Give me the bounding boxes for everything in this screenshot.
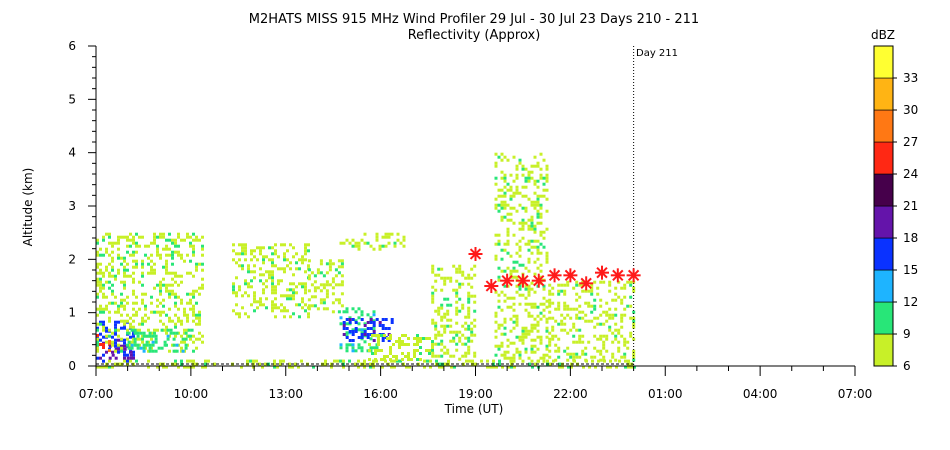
colorbar-tick-label-24: 24 xyxy=(903,167,918,181)
marker-point-7 xyxy=(579,276,594,291)
x-tick-label-1: 10:00 xyxy=(174,387,209,401)
echo-region-13 xyxy=(494,152,549,363)
colorbar-tick-label-18: 18 xyxy=(903,231,918,245)
colorbar-segment-2 xyxy=(873,269,894,303)
colorbar-tick-label-33: 33 xyxy=(903,71,918,85)
colorbar-segment-6 xyxy=(873,141,894,175)
colorbar-tick-label-30: 30 xyxy=(903,103,918,117)
y-tick-label-2: 2 xyxy=(68,252,76,266)
colorbar-segment-0 xyxy=(873,333,894,367)
plot-axes: 0 1 2 3 4 5 6 07:00 10:00 13:00 16:00 19:00 22:00 01:… xyxy=(68,39,872,401)
y-tick-label-0: 0 xyxy=(68,359,76,373)
x-tick-label-5: 22:00 xyxy=(553,387,588,401)
colorbar-tick-label-6: 6 xyxy=(903,359,911,373)
colorbar-segment-4 xyxy=(873,205,894,239)
colorbar: 6 9 12 15 18 21 24 27 30 33 xyxy=(873,45,918,373)
colorbar-segment-5 xyxy=(873,173,894,207)
colorbar-segment-1 xyxy=(873,301,894,335)
marker-point-1 xyxy=(484,279,499,293)
marker-point-3 xyxy=(515,273,530,288)
marker-point-4 xyxy=(531,273,546,288)
colorbar-segment-3 xyxy=(873,237,894,271)
colorbar-tick-label-15: 15 xyxy=(903,263,918,277)
x-axis-label: Time (UT) xyxy=(444,402,504,416)
marker-point-6 xyxy=(563,268,578,283)
colorbar-unit-label: dBZ xyxy=(871,28,895,42)
x-tick-label-0: 07:00 xyxy=(79,387,114,401)
echo-region-12 xyxy=(431,264,477,361)
echo-region-10 xyxy=(368,334,434,361)
y-axis-label: Altitude (km) xyxy=(21,168,35,247)
colorbar-segment-9 xyxy=(873,45,894,79)
marker-point-5 xyxy=(547,268,562,283)
chart-title: M2HATS MISS 915 MHz Wind Profiler 29 Jul… xyxy=(249,12,699,27)
colorbar-tick-label-27: 27 xyxy=(903,135,918,149)
x-tick-label-3: 16:00 xyxy=(363,387,398,401)
colorbar-segment-7 xyxy=(873,109,894,143)
colorbar-tick-label-9: 9 xyxy=(903,327,911,341)
y-tick-label-6: 6 xyxy=(68,39,76,53)
day-marker-label: Day 211 xyxy=(636,48,678,59)
y-tick-label-4: 4 xyxy=(68,146,76,160)
marker-point-0 xyxy=(468,247,483,261)
chart-subtitle: Reflectivity (Approx) xyxy=(408,28,541,43)
reflectivity-field xyxy=(96,152,636,369)
x-tick-label-4: 19:00 xyxy=(458,387,493,401)
marker-point-8 xyxy=(595,265,609,280)
y-tick-label-5: 5 xyxy=(68,92,76,106)
marker-series xyxy=(468,247,641,293)
x-tick-label-8: 07:00 xyxy=(838,387,873,401)
echo-region-6 xyxy=(232,243,310,319)
y-tick-label-3: 3 xyxy=(68,199,76,213)
echo-region-14 xyxy=(548,280,636,362)
echo-region-11 xyxy=(339,232,406,251)
x-tick-label-7: 04:00 xyxy=(743,387,778,401)
echo-region-5 xyxy=(127,328,194,353)
colorbar-tick-label-12: 12 xyxy=(903,295,918,309)
marker-point-2 xyxy=(500,273,515,288)
y-tick-label-1: 1 xyxy=(68,306,76,320)
colorbar-segment-8 xyxy=(873,77,894,111)
x-tick-label-2: 13:00 xyxy=(268,387,303,401)
echo-region-4 xyxy=(96,232,204,353)
x-tick-label-6: 01:00 xyxy=(648,387,683,401)
marker-point-10 xyxy=(626,268,641,283)
colorbar-tick-label-21: 21 xyxy=(903,199,918,213)
marker-point-9 xyxy=(610,268,625,283)
echo-region-7 xyxy=(307,259,344,314)
